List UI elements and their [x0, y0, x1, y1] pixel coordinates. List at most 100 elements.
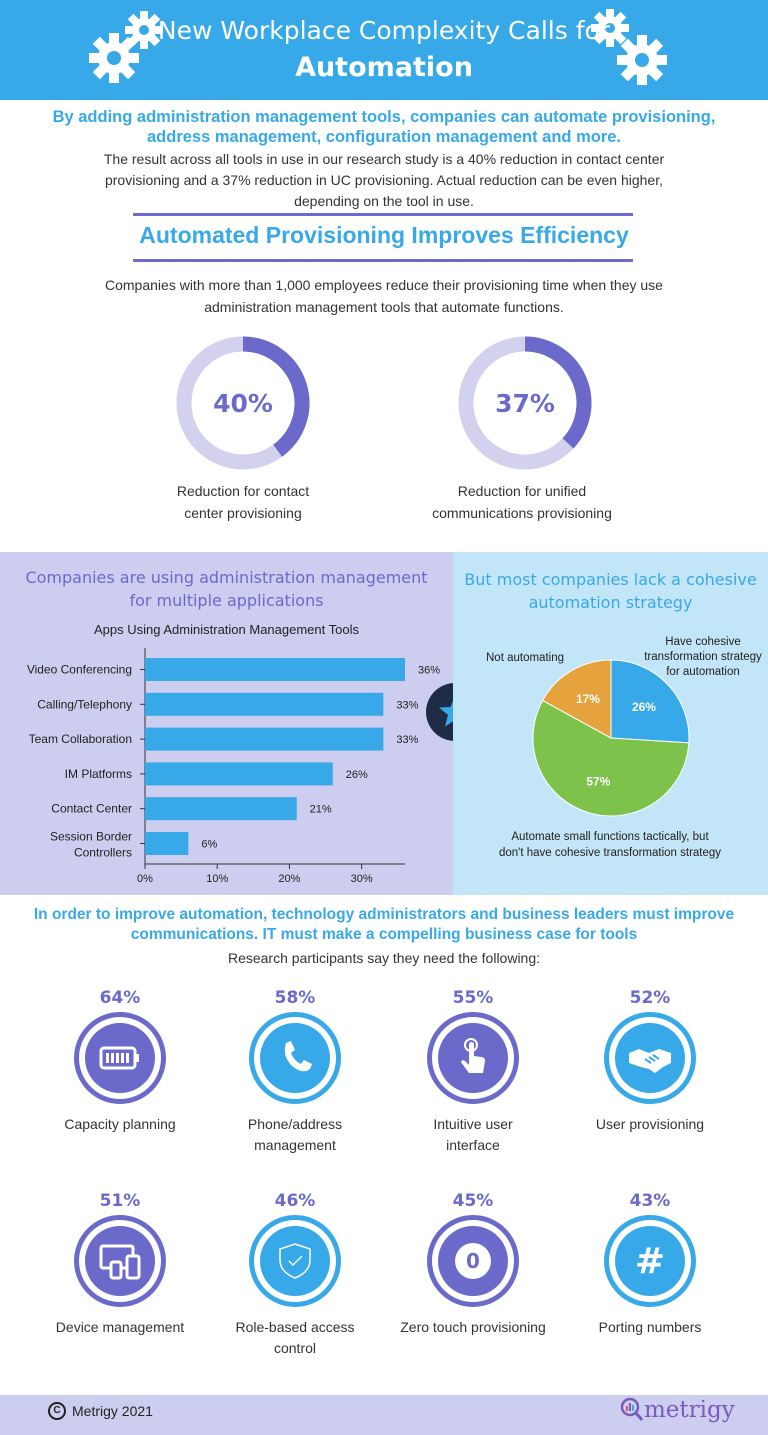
need-percentage: 45%: [452, 1191, 494, 1211]
need-label-line2: interface: [446, 1137, 500, 1153]
need-label: Capacity planning: [30, 1114, 210, 1135]
need-label-line2: management: [254, 1137, 336, 1153]
donut-caption-line1: Reduction for unified: [457, 483, 587, 499]
touch-hand-icon: [461, 1038, 485, 1073]
need-label-line1: Capacity planning: [64, 1116, 176, 1132]
copyright-icon: C: [48, 1402, 66, 1420]
header-banner: New Workplace Complexity Calls for Autom…: [0, 0, 768, 100]
donut-caption-line2: communications provisioning: [432, 505, 612, 521]
handshake-icon: [629, 1049, 671, 1073]
donut-caption-line1: Reduction for contact: [176, 483, 310, 499]
apps-heading-line2: for multiple applications: [129, 591, 324, 610]
pie-slice-1: [532, 699, 690, 817]
need-ring: 0: [427, 1215, 519, 1307]
need-percentage: 58%: [274, 988, 316, 1008]
category-label: IM Platforms: [65, 767, 132, 781]
pie-annotation-have: transformation strategy: [644, 651, 762, 663]
need-percentage: 55%: [452, 988, 494, 1008]
gear-icon: [125, 11, 163, 49]
need-label-line1: User provisioning: [595, 1116, 705, 1132]
section-rule-top: [133, 213, 633, 216]
need-icon-disc: [85, 1023, 155, 1093]
bar-value-label: 36%: [418, 665, 440, 677]
need-icon-disc: 0: [438, 1226, 508, 1296]
category-label: Contact Center: [51, 802, 132, 816]
gear-icon: [617, 35, 667, 85]
need-icon-disc: #: [615, 1226, 685, 1296]
need-label: Intuitive user interface: [383, 1114, 563, 1156]
category-label: Video Conferencing: [27, 663, 132, 677]
shield-check-icon: [279, 1243, 311, 1279]
need-label-line1: Phone/address: [247, 1116, 343, 1132]
need-icon-disc: [85, 1226, 155, 1296]
provisioning-title: Automated Provisioning Improves Efficien…: [139, 222, 629, 248]
strategy-panel-heading: But most companies lack a cohesive autom…: [453, 568, 768, 614]
need-percentage: 51%: [99, 1191, 141, 1211]
improve-subtitle: Research participants say they need the …: [227, 950, 541, 966]
bar-2: [145, 727, 384, 751]
svg-text:0: 0: [466, 1249, 480, 1273]
intro-highlight: By adding administration management tool…: [52, 108, 716, 146]
improve-title: In order to improve automation, technolo…: [33, 906, 735, 943]
category-label: Controllers: [74, 846, 132, 860]
pie-slice-0: [610, 659, 690, 744]
magnifier-logo-icon: [620, 1397, 644, 1421]
need-label: Role-based access control: [205, 1317, 385, 1359]
bar-value-label: 33%: [396, 734, 418, 746]
need-label: Device management: [30, 1317, 210, 1338]
pie-slice-2: [541, 659, 612, 739]
need-icon-disc: [260, 1023, 330, 1093]
hash-icon: #: [635, 1241, 665, 1282]
provisioning-description: Companies with more than 1,000 employees…: [105, 277, 663, 315]
bar-3: [145, 762, 333, 786]
pie-annotation-not: Not automating: [486, 652, 564, 664]
x-tick-label: 10%: [206, 873, 228, 885]
bar-1: [145, 692, 384, 716]
pie-value-label: 17%: [576, 692, 600, 706]
zero-icon: 0: [455, 1243, 491, 1279]
donut-caption-line2: center provisioning: [184, 505, 302, 521]
need-label: Zero touch provisioning: [383, 1317, 563, 1338]
category-label: Session Border: [50, 830, 132, 844]
strategy-pie-chart: 26% 57% 17% Have cohesive transformation str…: [486, 636, 762, 859]
apps-heading-line1: Companies are using administration manag…: [25, 568, 428, 587]
need-label-line1: Role-based access: [235, 1319, 355, 1335]
need-ring: [74, 1012, 166, 1104]
category-label: Calling/Telephony: [37, 697, 132, 711]
donut-center-label: 40%: [213, 389, 273, 418]
need-percentage: 64%: [99, 988, 141, 1008]
need-label-line2: control: [273, 1340, 317, 1356]
pie-annotation-have: for automation: [666, 666, 740, 678]
gear-icon: [591, 9, 629, 47]
donut-caption-contact-center: Reduction for contact center provisionin…: [143, 480, 343, 524]
strategy-heading-line1: But most companies lack a cohesive: [464, 570, 757, 589]
need-percentage: 52%: [629, 988, 671, 1008]
bar-value-label: 6%: [201, 839, 217, 851]
need-label-line1: Zero touch provisioning: [400, 1319, 546, 1335]
svg-text:#: #: [635, 1241, 665, 1282]
donut-center-label: 37%: [495, 389, 555, 418]
phone-icon: [284, 1041, 312, 1072]
need-label-line1: Porting numbers: [598, 1319, 702, 1335]
need-ring: [74, 1215, 166, 1307]
pie-annotation-small: Automate small functions tactically, but: [511, 831, 709, 843]
intro-body: The result across all tools in use in ou…: [103, 151, 665, 209]
pie-annotation-small: don't have cohesive transformation strat…: [499, 847, 721, 859]
donut-value-arc: [242, 336, 310, 457]
pie-value-label: 57%: [586, 774, 610, 788]
need-label: Porting numbers: [560, 1317, 740, 1338]
donut-value-arc: [524, 336, 592, 449]
need-percentage: 46%: [274, 1191, 316, 1211]
logo-text: metrigy: [644, 1397, 735, 1423]
bar-4: [145, 797, 297, 821]
metrigy-logo: metrigy: [620, 1397, 735, 1423]
donut-caption-unified-communications: Reduction for unified communications pro…: [422, 480, 622, 524]
need-icon-disc: [438, 1023, 508, 1093]
header-title-line1: New Workplace Complexity Calls for: [157, 16, 611, 45]
apps-panel-heading: Companies are using administration manag…: [0, 566, 453, 612]
bar-value-label: 33%: [396, 699, 418, 711]
pie-value-label: 26%: [632, 700, 656, 714]
strategy-heading-line2: automation strategy: [528, 593, 693, 612]
apps-panel: [0, 552, 453, 895]
footer: [0, 1395, 768, 1435]
